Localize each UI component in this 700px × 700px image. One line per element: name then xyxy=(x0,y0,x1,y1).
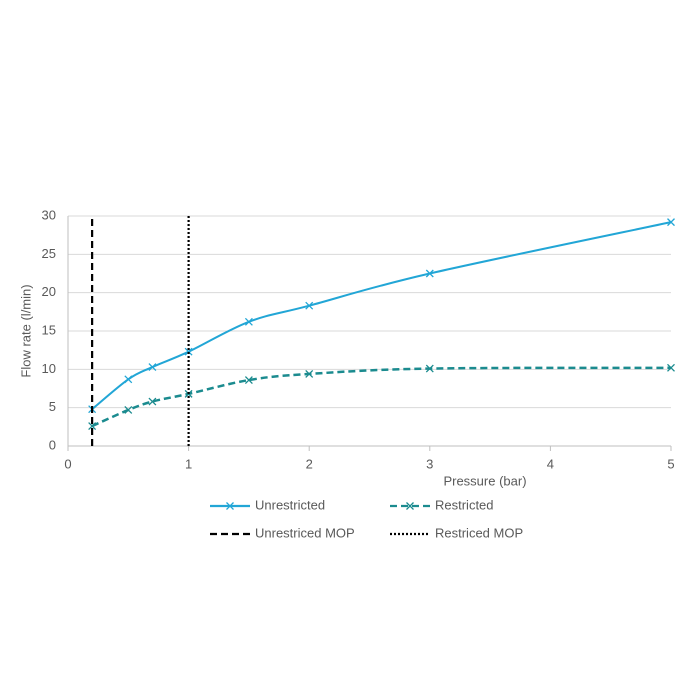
y-tick-label: 20 xyxy=(42,284,56,299)
data-marker xyxy=(425,269,434,278)
y-tick-label: 5 xyxy=(49,399,56,414)
y-tick-label: 10 xyxy=(42,361,56,376)
legend-marker xyxy=(226,502,234,510)
data-marker xyxy=(148,363,157,371)
x-tick-label: 5 xyxy=(667,456,674,471)
y-tick-label: 0 xyxy=(49,437,56,452)
data-marker xyxy=(305,369,314,378)
legend-label: Unrestriced MOP xyxy=(255,525,355,540)
series-line xyxy=(91,221,672,410)
x-tick-label: 2 xyxy=(306,456,313,471)
series-line xyxy=(91,366,672,428)
data-marker xyxy=(124,406,133,414)
data-marker xyxy=(305,301,314,310)
data-marker xyxy=(124,375,133,384)
data-marker xyxy=(667,363,675,372)
y-tick-label: 30 xyxy=(42,207,56,222)
legend-label: Unrestricted xyxy=(255,497,325,512)
x-axis-title: Pressure (bar) xyxy=(443,473,526,488)
x-tick-label: 1 xyxy=(185,456,192,471)
legend-label: Restricted xyxy=(435,497,494,512)
y-axis-title: Flow rate (l/min) xyxy=(18,284,33,377)
x-tick-label: 4 xyxy=(547,456,554,471)
x-tick-label: 3 xyxy=(426,456,433,471)
y-tick-label: 15 xyxy=(42,322,56,337)
data-marker xyxy=(425,364,434,373)
legend-label: Restriced MOP xyxy=(435,525,523,540)
data-marker xyxy=(667,218,675,227)
data-marker xyxy=(244,376,253,385)
data-marker xyxy=(244,317,253,326)
y-tick-label: 25 xyxy=(42,246,56,261)
legend-marker xyxy=(406,502,414,510)
x-tick-label: 0 xyxy=(64,456,71,471)
data-marker xyxy=(148,397,157,406)
data-marker xyxy=(184,347,193,356)
data-marker xyxy=(88,422,97,431)
